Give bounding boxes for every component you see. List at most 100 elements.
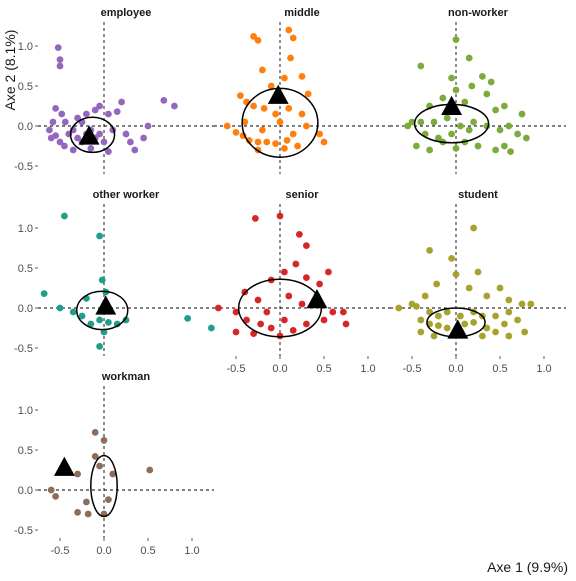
data-point xyxy=(421,292,429,300)
data-point xyxy=(74,134,81,142)
data-point xyxy=(468,82,476,90)
data-point xyxy=(96,316,103,324)
y-tick-label: 1.0 xyxy=(18,405,33,417)
data-point xyxy=(527,300,535,308)
facet-panel: non-worker xyxy=(390,7,566,174)
data-point xyxy=(285,105,293,112)
data-point xyxy=(105,319,112,326)
data-point xyxy=(443,114,451,122)
data-point xyxy=(470,118,477,126)
data-point xyxy=(492,106,499,114)
y-tick-label: 1.0 xyxy=(18,223,33,235)
data-point xyxy=(272,140,279,148)
x-axis-title: Axe 1 (9.9%) xyxy=(487,559,568,575)
x-tick-label: 1.0 xyxy=(184,545,199,557)
data-point xyxy=(474,142,482,150)
data-point xyxy=(215,304,222,312)
data-point xyxy=(505,122,513,130)
data-point xyxy=(294,142,301,150)
y-axis-title: Axe 2 (8.1%) xyxy=(2,30,18,111)
data-point xyxy=(496,126,504,134)
data-point xyxy=(254,37,262,44)
x-tick-label: -0.5 xyxy=(227,363,246,375)
data-point xyxy=(435,312,442,320)
facet-title: workman xyxy=(101,371,151,383)
x-tick-label: 0.0 xyxy=(272,363,287,375)
data-point xyxy=(140,134,148,142)
data-point xyxy=(52,105,59,112)
data-point xyxy=(439,94,447,102)
data-point xyxy=(56,56,64,63)
data-point xyxy=(470,319,477,326)
data-point xyxy=(61,142,68,150)
data-point xyxy=(49,118,57,126)
data-point xyxy=(84,510,92,518)
y-tick-label: 0.5 xyxy=(18,445,33,457)
data-point xyxy=(452,86,460,94)
data-point xyxy=(461,98,469,106)
data-point xyxy=(105,148,112,156)
data-point xyxy=(417,62,425,70)
data-point xyxy=(281,145,288,152)
data-point xyxy=(496,284,504,292)
data-point xyxy=(263,308,271,316)
data-point xyxy=(96,232,103,240)
data-point xyxy=(492,146,499,154)
centroid-triangle xyxy=(53,456,75,476)
data-point xyxy=(91,453,99,460)
facet-panel: employee -0.5 0.0 0.5 1.0 xyxy=(14,7,214,174)
data-point xyxy=(113,108,121,115)
centroid-triangle xyxy=(306,289,328,309)
data-point xyxy=(122,316,130,324)
facet-title: non-worker xyxy=(448,7,509,19)
data-point xyxy=(452,36,460,43)
data-point xyxy=(433,280,441,288)
facet-panel: senior -0.5 0.0 0.5 1.0 xyxy=(214,189,390,375)
data-point xyxy=(267,82,275,90)
centroid-triangle xyxy=(441,95,463,116)
data-point xyxy=(474,268,482,276)
data-point xyxy=(435,322,442,329)
data-point xyxy=(245,137,253,144)
data-point xyxy=(131,146,139,154)
data-point xyxy=(501,320,508,328)
x-tick-label: -0.5 xyxy=(403,363,422,375)
data-point xyxy=(303,122,310,130)
data-point xyxy=(426,146,433,154)
data-point xyxy=(160,97,168,104)
data-point xyxy=(91,429,99,436)
data-point xyxy=(316,280,323,288)
data-point xyxy=(483,324,491,332)
data-point xyxy=(479,332,486,340)
y-tick-label: 1.0 xyxy=(18,41,33,53)
data-point xyxy=(483,292,491,300)
x-tick-label: 0.5 xyxy=(316,363,331,375)
data-point xyxy=(287,54,294,62)
data-point xyxy=(443,324,451,332)
centroid-triangle xyxy=(447,319,469,339)
data-point xyxy=(263,138,271,146)
data-point xyxy=(492,312,499,320)
data-point xyxy=(184,315,192,322)
data-point xyxy=(452,271,460,278)
data-point xyxy=(292,260,300,268)
data-point xyxy=(78,312,86,320)
data-point xyxy=(281,74,288,82)
data-point xyxy=(83,110,90,118)
data-point xyxy=(243,316,250,324)
data-point xyxy=(61,212,68,220)
data-point xyxy=(47,134,55,142)
data-point xyxy=(171,102,178,110)
data-point xyxy=(105,496,112,503)
x-tick-label: 0.5 xyxy=(140,545,155,557)
data-point xyxy=(259,66,266,74)
data-point xyxy=(232,129,240,136)
data-point xyxy=(283,137,291,144)
data-point xyxy=(320,138,328,146)
x-tick-label: 0.5 xyxy=(492,363,507,375)
centroid-triangle xyxy=(95,295,117,315)
data-point xyxy=(518,300,526,308)
facet-title: employee xyxy=(101,7,152,19)
data-point xyxy=(523,134,530,142)
data-point xyxy=(470,224,477,232)
